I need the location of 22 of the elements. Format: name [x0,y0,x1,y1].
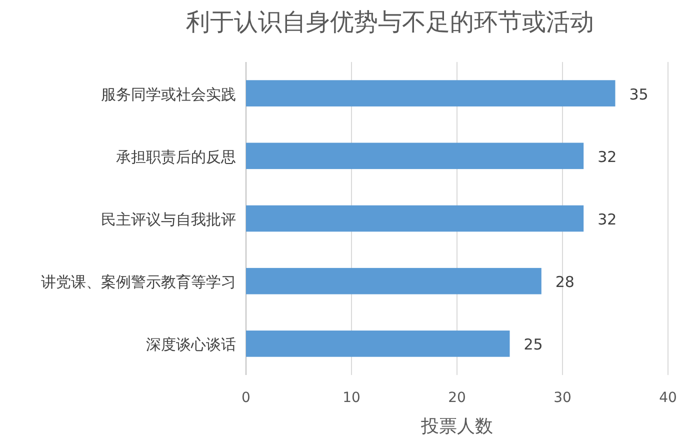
x-tick-label: 30 [554,390,572,406]
x-axis-title: 投票人数 [420,416,493,437]
x-tick-label: 10 [342,390,360,406]
data-label: 32 [598,210,617,228]
chart-title: 利于认识自身优势与不足的环节或活动 [186,8,594,36]
data-label: 25 [524,336,543,354]
data-label: 35 [629,85,648,104]
y-tick-label: 承担职责后的反思 [116,148,236,166]
bar [246,205,584,232]
y-tick-label: 讲党课、案例警示教育等学习 [41,273,236,292]
bar [246,80,616,106]
x-tick-label: 40 [659,390,677,406]
y-tick-label: 深度谈心谈话 [146,336,236,354]
bar [246,142,584,170]
bar [246,268,542,294]
x-tick-label: 20 [448,390,466,406]
bar [246,330,510,357]
y-tick-label: 民主评议与自我批评 [101,210,236,228]
data-label: 32 [598,148,617,166]
x-tick-label: 0 [242,390,250,406]
data-label: 28 [555,273,574,292]
y-tick-label: 服务同学或社会实践 [101,85,236,104]
